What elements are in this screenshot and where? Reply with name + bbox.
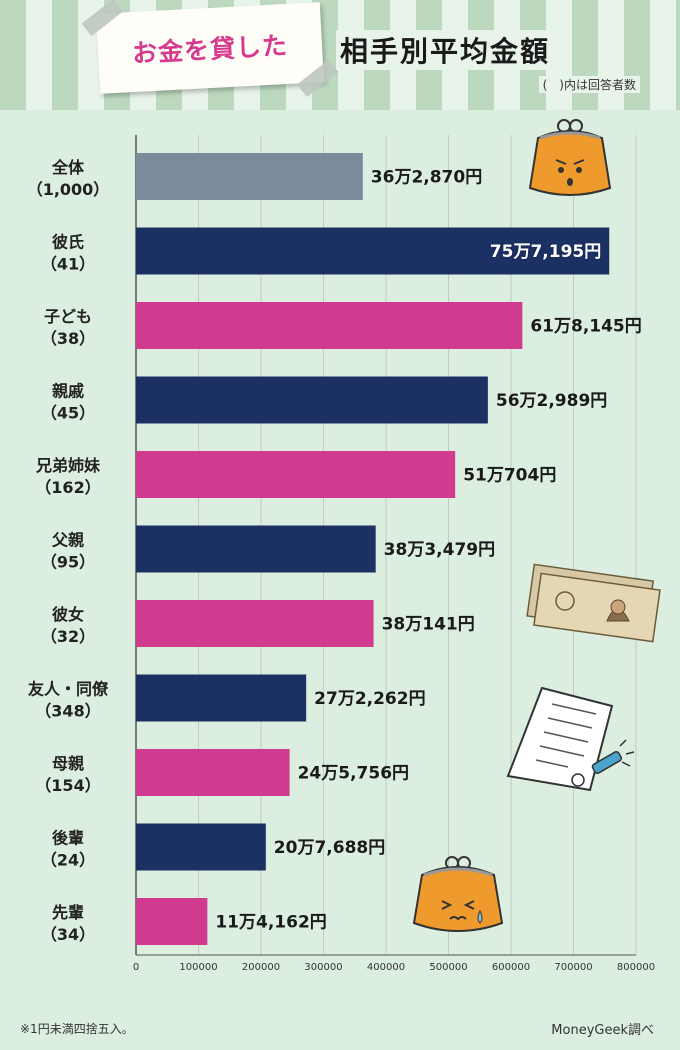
count-label: （162） xyxy=(35,478,100,497)
data-label: 38万3,479円 xyxy=(384,540,495,560)
count-label: （41） xyxy=(41,255,95,274)
coin-purse-angry-icon xyxy=(528,119,612,196)
category-label: 子ども xyxy=(44,307,92,326)
data-label: 56万2,989円 xyxy=(496,391,607,411)
footnote: ※1円未満四捨五入。 xyxy=(20,1022,134,1036)
category-label: 父親 xyxy=(51,531,84,550)
x-tick-label: 700000 xyxy=(554,962,592,973)
category-label: 彼女 xyxy=(52,605,84,624)
bar xyxy=(136,302,523,349)
bar xyxy=(136,227,610,275)
count-label: （38） xyxy=(41,329,95,348)
x-tick-label: 200000 xyxy=(242,962,280,973)
category-label: 友人・同僚 xyxy=(28,680,109,699)
data-label: 20万7,688円 xyxy=(274,838,385,858)
category-label: 後輩 xyxy=(52,829,84,848)
x-tick-label: 600000 xyxy=(492,962,530,973)
x-tick-label: 800000 xyxy=(617,962,655,973)
data-label: 51万704円 xyxy=(463,466,556,486)
data-label: 36万2,870円 xyxy=(371,168,482,188)
x-tick-label: 100000 xyxy=(179,962,217,973)
bar xyxy=(136,600,374,647)
x-tick-label: 300000 xyxy=(304,962,342,973)
count-label: （1,000） xyxy=(27,180,110,199)
count-label: （24） xyxy=(41,851,95,870)
data-label: 61万8,145円 xyxy=(530,317,641,337)
category-label: 彼氏 xyxy=(52,233,84,252)
x-tick-label: 500000 xyxy=(429,962,467,973)
title-sub: 相手別平均金額 xyxy=(336,30,555,70)
count-label: （95） xyxy=(41,553,95,572)
bar xyxy=(136,823,266,871)
data-label: 27万2,262円 xyxy=(314,689,425,709)
category-label: 親戚 xyxy=(52,382,84,401)
bar xyxy=(136,674,307,722)
bar xyxy=(136,749,290,796)
contract-document-icon xyxy=(506,686,635,792)
x-tick-label: 0 xyxy=(133,962,139,973)
bar xyxy=(136,525,376,573)
bar xyxy=(136,898,208,945)
coin-purse-crying-icon xyxy=(412,856,504,932)
category-label: 兄弟姉妹 xyxy=(35,456,101,475)
banknotes-icon xyxy=(526,563,661,643)
chart-bars xyxy=(136,153,610,945)
source-credit: MoneyGeek調べ xyxy=(551,1023,654,1038)
count-label: （154） xyxy=(35,776,100,795)
data-label: 38万141円 xyxy=(382,615,475,635)
respondent-note: ( )内は回答者数 xyxy=(538,76,640,93)
bar xyxy=(136,153,363,200)
bar xyxy=(136,376,488,424)
count-label: （32） xyxy=(41,627,95,646)
data-label: 24万5,756円 xyxy=(298,764,409,784)
count-label: （34） xyxy=(41,925,95,944)
category-label: 先輩 xyxy=(52,903,84,922)
category-label: 母親 xyxy=(52,754,84,773)
data-label: 75万7,195円 xyxy=(490,242,601,262)
data-label: 11万4,162円 xyxy=(215,913,326,933)
category-label: 全体 xyxy=(51,158,85,177)
count-label: （348） xyxy=(35,702,100,721)
chart-ticks: 0 100000 200000 300000 400000 500000 600000 700… xyxy=(133,962,655,973)
count-label: （45） xyxy=(41,404,95,423)
bar xyxy=(136,451,456,498)
x-tick-label: 400000 xyxy=(367,962,405,973)
